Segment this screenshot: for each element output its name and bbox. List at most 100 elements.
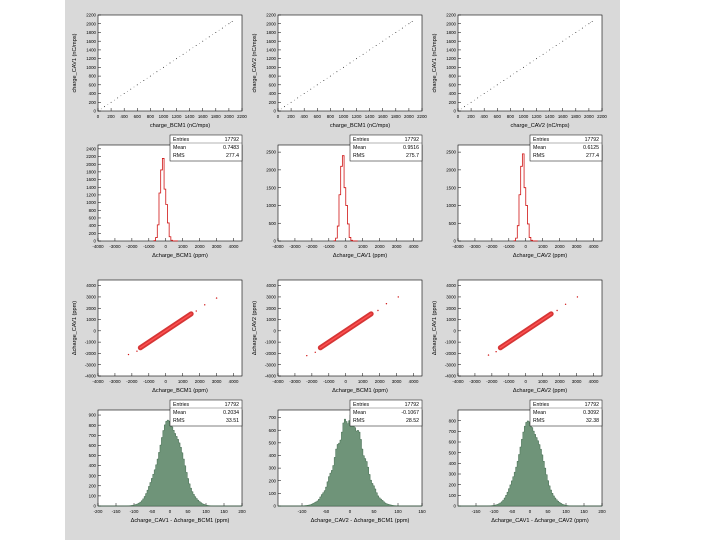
x-tick-label: 800	[507, 114, 515, 119]
stats-rms-label: RMS	[173, 153, 185, 159]
stats-entries-value: 17792	[225, 137, 240, 143]
x-tick-label: 2000	[195, 379, 205, 384]
x-tick-label: 2200	[417, 114, 427, 119]
scatter-point	[467, 104, 469, 105]
x-tick-label: 1000	[159, 114, 169, 119]
x-tick-label: 400	[481, 114, 489, 119]
y-tick-label: 600	[89, 216, 97, 221]
scatter-point	[195, 310, 197, 312]
stats-box	[349, 399, 423, 427]
stats-box	[529, 134, 603, 162]
x-axis-title: charge_BCM1 (nC/mps)	[330, 123, 390, 129]
y-tick-label: 3000	[446, 295, 456, 300]
scatter-point	[568, 36, 570, 38]
scatter-point	[483, 93, 485, 94]
scatter-point	[359, 56, 361, 57]
y-tick-label: 1800	[446, 30, 456, 35]
histogram-outline	[513, 153, 539, 242]
scatter-point	[379, 43, 380, 44]
y-tick-label: 1400	[446, 48, 456, 53]
x-tick-label: 150	[580, 509, 588, 514]
y-tick-label: 1600	[446, 39, 456, 44]
scatter-point	[156, 71, 158, 73]
x-tick-label: 600	[134, 114, 142, 119]
y-tick-label: 600	[269, 82, 277, 87]
scatter-point	[159, 69, 161, 70]
x-tick-label: -150	[112, 509, 121, 514]
scatter-point	[336, 71, 338, 73]
y-axis-title: charge_CAV1 (nC/mps)	[432, 33, 438, 92]
scatter-point	[195, 45, 197, 46]
x-tick-label: 100	[394, 509, 402, 514]
y-tick-label: 0	[274, 239, 277, 244]
scatter-point	[186, 51, 187, 53]
y-tick-label: -1000	[85, 340, 97, 345]
scatter-point	[532, 60, 534, 62]
x-tick-label: 0	[165, 244, 168, 249]
y-tick-label: 2500	[446, 150, 456, 155]
x-tick-label: -4000	[452, 379, 464, 384]
y-tick-label: 2000	[86, 21, 96, 26]
scatter-point	[307, 91, 308, 92]
x-axis-title: Δcharge_CAV1 (ppm)	[333, 253, 387, 259]
x-tick-label: 3000	[212, 379, 222, 384]
y-tick-label: 600	[89, 82, 97, 87]
y-tick-label: -1000	[265, 340, 277, 345]
x-tick-label: 50	[186, 509, 191, 514]
y-tick-label: 0	[274, 109, 277, 114]
scatter-point	[513, 73, 514, 75]
scatter-point	[97, 110, 99, 112]
y-tick-label: 600	[269, 428, 277, 433]
x-tick-label: 2000	[375, 244, 385, 249]
chart-12: -150 -100 -50 0 50 100 150 200 0 100 200 300 400 500 6…	[449, 399, 606, 524]
scatter-point	[576, 296, 579, 298]
x-tick-label: 2000	[584, 114, 594, 119]
scatter-point	[294, 99, 295, 101]
scatter-point	[333, 73, 334, 75]
scatter-point	[509, 75, 511, 77]
y-tick-label: 800	[89, 423, 97, 428]
y-tick-label: 0	[94, 239, 97, 244]
scatter-point	[464, 106, 465, 108]
x-tick-label: 2000	[555, 244, 565, 249]
stats-rms-value: 275.7	[406, 153, 419, 159]
stats-box	[349, 134, 423, 162]
x-tick-label: 0	[165, 379, 168, 384]
scatter-point	[516, 71, 518, 73]
scatter-point	[287, 104, 289, 105]
y-tick-label: -2000	[85, 351, 97, 356]
y-tick-label: 0	[454, 504, 457, 509]
scatter-point	[575, 32, 577, 33]
y-tick-label: 700	[449, 429, 457, 434]
scatter-point	[228, 23, 230, 25]
x-axis-title: Δcharge_CAV1 - Δcharge_BCM1 (ppm)	[131, 518, 230, 524]
x-tick-label: 400	[121, 114, 129, 119]
stats-mean-label: Mean	[533, 410, 546, 416]
y-tick-label: 2000	[446, 306, 456, 311]
scatter-point	[326, 77, 328, 79]
x-tick-label: -3000	[469, 244, 481, 249]
x-tick-label: 50	[372, 509, 377, 514]
y-tick-label: -2000	[265, 351, 277, 356]
x-axis-title: charge_BCM1 (nC/mps)	[150, 123, 210, 129]
y-tick-label: -4000	[85, 374, 97, 379]
y-tick-label: 500	[269, 221, 277, 226]
y-tick-label: 800	[89, 74, 97, 79]
scatter-point	[395, 32, 397, 33]
scatter-point	[215, 32, 217, 33]
scatter-point	[556, 309, 558, 312]
x-tick-label: 3000	[392, 244, 402, 249]
x-tick-label: 1600	[378, 114, 388, 119]
scatter-point	[303, 93, 305, 94]
y-tick-label: 500	[449, 221, 457, 226]
y-tick-label: 900	[89, 413, 97, 418]
y-tick-label: 400	[269, 91, 277, 96]
stats-rms-label: RMS	[353, 153, 365, 159]
scatter-point	[179, 56, 181, 57]
scatter-point	[500, 82, 501, 83]
x-tick-label: 1000	[339, 114, 349, 119]
x-tick-label: -2000	[126, 379, 138, 384]
x-tick-label: 2000	[195, 244, 205, 249]
y-tick-label: 800	[449, 418, 457, 423]
scatter-point	[385, 303, 388, 305]
